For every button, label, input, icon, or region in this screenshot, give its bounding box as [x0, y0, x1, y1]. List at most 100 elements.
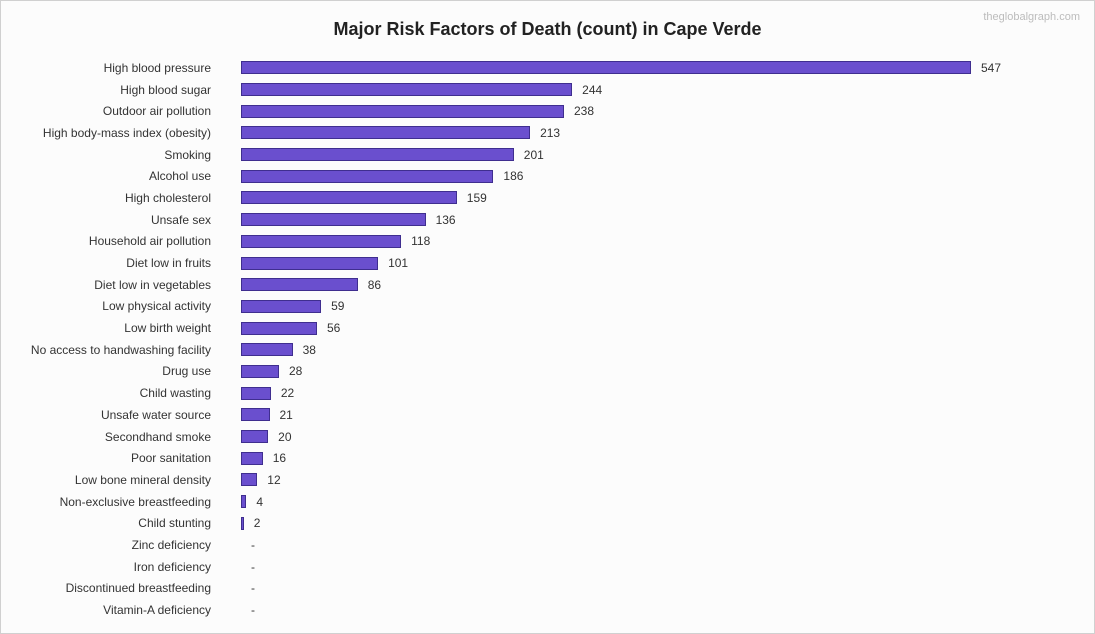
bar-label: High body-mass index (obesity)	[43, 126, 211, 140]
bar-row: Low birth weight56	[241, 317, 1071, 339]
bar	[241, 61, 971, 74]
bar	[241, 257, 378, 270]
bar-value: 118	[411, 234, 430, 248]
bar	[241, 408, 270, 421]
bar-track: 201	[241, 144, 1001, 166]
bar-label: Diet low in fruits	[126, 256, 211, 270]
bar-row: Low bone mineral density12	[241, 469, 1071, 491]
bar-label: High cholesterol	[125, 191, 211, 205]
bar-row: High blood sugar244	[241, 79, 1071, 101]
bar-row: Child wasting22	[241, 382, 1071, 404]
bar-value: 59	[331, 299, 344, 313]
bar-label: Child wasting	[140, 386, 211, 400]
bar-label: Secondhand smoke	[105, 430, 211, 444]
bar-row: Child stunting2	[241, 512, 1071, 534]
bar-label: Smoking	[164, 148, 211, 162]
bar	[241, 495, 246, 508]
bar-track: 86	[241, 274, 1001, 296]
bar-value: 86	[368, 278, 381, 292]
bar-track: 12	[241, 469, 1001, 491]
bar-value: 56	[327, 321, 340, 335]
bar-row: Diet low in fruits101	[241, 252, 1071, 274]
bar-row: Low physical activity59	[241, 296, 1071, 318]
bar-row: Alcohol use186	[241, 165, 1071, 187]
bar-label: Low bone mineral density	[75, 473, 211, 487]
bar-track: -	[241, 599, 1001, 621]
bar	[241, 170, 493, 183]
bar-label: Unsafe sex	[151, 213, 211, 227]
bar	[241, 473, 257, 486]
bar-label: Poor sanitation	[131, 451, 211, 465]
bar-track: 244	[241, 79, 1001, 101]
bar-value: 16	[273, 451, 286, 465]
bar	[241, 191, 457, 204]
bar-value: 101	[388, 256, 408, 270]
bar	[241, 126, 530, 139]
bar-value: -	[251, 603, 255, 617]
bar-row: No access to handwashing facility38	[241, 339, 1071, 361]
bar-label: Low physical activity	[102, 299, 211, 313]
bar-track: 59	[241, 296, 1001, 318]
bar-label: High blood pressure	[104, 61, 211, 75]
bar-label: Low birth weight	[124, 321, 211, 335]
bar-label: Child stunting	[138, 516, 211, 530]
bar-label: Non-exclusive breastfeeding	[60, 495, 211, 509]
bar-track: 159	[241, 187, 1001, 209]
bar-row: High blood pressure547	[241, 57, 1071, 79]
bar-row: Zinc deficiency-	[241, 534, 1071, 556]
bar-track: 213	[241, 122, 1001, 144]
bar-track: 118	[241, 231, 1001, 253]
bar-row: Iron deficiency-	[241, 556, 1071, 578]
bar-row: Diet low in vegetables86	[241, 274, 1071, 296]
bar-row: Poor sanitation16	[241, 447, 1071, 469]
bar-value: 186	[503, 169, 523, 183]
bar-value: 28	[289, 364, 302, 378]
bar-label: No access to handwashing facility	[31, 343, 211, 357]
plot-area: High blood pressure547High blood sugar24…	[241, 57, 1071, 621]
bar-value: 201	[524, 148, 544, 162]
bar-track: -	[241, 578, 1001, 600]
bar-value: 22	[281, 386, 294, 400]
watermark-text: theglobalgraph.com	[983, 11, 1080, 23]
bar	[241, 452, 263, 465]
bar-row: Secondhand smoke20	[241, 426, 1071, 448]
bar	[241, 365, 279, 378]
bar	[241, 517, 244, 530]
bar-value: 244	[582, 83, 602, 97]
bar-value: -	[251, 560, 255, 574]
bar-value: 136	[436, 213, 456, 227]
bar-value: 38	[303, 343, 316, 357]
bar-track: -	[241, 556, 1001, 578]
bar-track: 21	[241, 404, 1001, 426]
bar-label: High blood sugar	[120, 83, 211, 97]
bar-track: 2	[241, 512, 1001, 534]
bar-row: Vitamin-A deficiency-	[241, 599, 1071, 621]
bar	[241, 343, 293, 356]
bar	[241, 148, 514, 161]
bar	[241, 278, 358, 291]
bar-row: Unsafe sex136	[241, 209, 1071, 231]
bar-row: Drug use28	[241, 361, 1071, 383]
bar-label: Alcohol use	[149, 169, 211, 183]
bar	[241, 430, 268, 443]
bar-track: 38	[241, 339, 1001, 361]
bar-label: Outdoor air pollution	[103, 104, 211, 118]
bar-value: 4	[256, 495, 263, 509]
bar-track: 136	[241, 209, 1001, 231]
bar-label: Discontinued breastfeeding	[66, 581, 211, 595]
bar-row: Unsafe water source21	[241, 404, 1071, 426]
bar-track: 28	[241, 361, 1001, 383]
bar-value: 238	[574, 104, 594, 118]
bar-value: 21	[280, 408, 293, 422]
bar-row: High cholesterol159	[241, 187, 1071, 209]
bar-track: 56	[241, 317, 1001, 339]
bar-label: Unsafe water source	[101, 408, 211, 422]
bar-track: 20	[241, 426, 1001, 448]
bar	[241, 322, 317, 335]
bar	[241, 105, 564, 118]
bar-track: 186	[241, 165, 1001, 187]
bar-label: Iron deficiency	[134, 560, 211, 574]
bar	[241, 213, 426, 226]
bar-value: -	[251, 581, 255, 595]
bar-label: Diet low in vegetables	[94, 278, 211, 292]
